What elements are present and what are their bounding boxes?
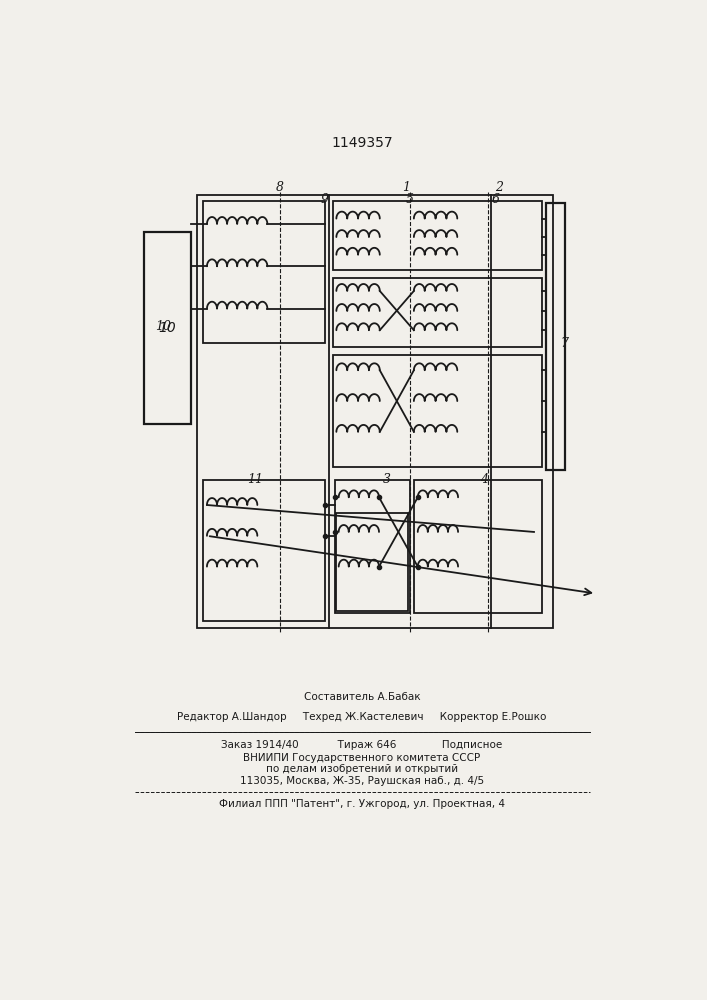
Text: Заказ 1914/40            Тираж 646              Подписное: Заказ 1914/40 Тираж 646 Подписное bbox=[221, 740, 503, 750]
Text: 3: 3 bbox=[382, 473, 391, 486]
Text: 1149357: 1149357 bbox=[331, 136, 393, 150]
Text: по делам изобретений и открытий: по делам изобретений и открытий bbox=[266, 764, 458, 774]
Bar bbox=[197, 195, 554, 628]
Text: Составитель А.Бабак: Составитель А.Бабак bbox=[303, 692, 420, 702]
Text: 10: 10 bbox=[156, 320, 172, 333]
Text: 4: 4 bbox=[479, 473, 488, 486]
Bar bbox=[546, 203, 565, 470]
Bar bbox=[332, 201, 542, 270]
Text: 2: 2 bbox=[495, 181, 503, 194]
Bar bbox=[414, 480, 542, 613]
Text: Филиал ППП "Патент", г. Ужгород, ул. Проектная, 4: Филиал ППП "Патент", г. Ужгород, ул. Про… bbox=[219, 799, 505, 809]
Text: 8: 8 bbox=[276, 181, 284, 194]
Text: 6: 6 bbox=[491, 193, 499, 206]
Text: 113035, Москва, Ж-35, Раушская наб., д. 4/5: 113035, Москва, Ж-35, Раушская наб., д. … bbox=[240, 776, 484, 786]
Text: ВНИИПИ Государственного комитета СССР: ВНИИПИ Государственного комитета СССР bbox=[243, 753, 481, 763]
Text: 9: 9 bbox=[321, 193, 329, 206]
Text: 10: 10 bbox=[158, 321, 176, 335]
Bar bbox=[337, 513, 408, 611]
Text: Редактор А.Шандор     Техред Ж.Кастелевич     Корректор Е.Рошко: Редактор А.Шандор Техред Ж.Кастелевич Ко… bbox=[177, 712, 547, 722]
Bar bbox=[203, 480, 325, 620]
Text: 11: 11 bbox=[247, 473, 263, 486]
Bar bbox=[332, 278, 542, 347]
Text: 1: 1 bbox=[402, 181, 410, 194]
Bar bbox=[335, 480, 410, 613]
Bar bbox=[332, 355, 542, 466]
Text: 7: 7 bbox=[560, 337, 568, 350]
Bar bbox=[144, 232, 191, 424]
Text: 5: 5 bbox=[406, 193, 414, 206]
Bar bbox=[203, 201, 325, 343]
